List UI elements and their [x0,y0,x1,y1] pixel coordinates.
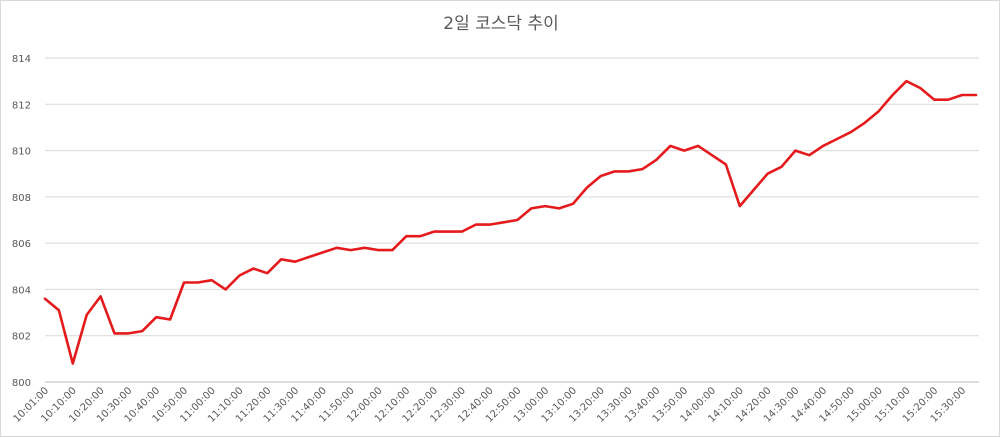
y-tick-label: 806 [12,239,31,250]
series-layer [43,79,978,365]
x-axis-ticks: 10:01:0010:10:0010:20:0010:30:0010:40:00… [12,385,969,425]
y-tick-label: 800 [12,378,31,389]
y-tick-label: 804 [12,285,31,296]
y-tick-label: 812 [12,100,31,111]
y-tick-label: 802 [12,332,31,343]
gridlines [45,57,979,337]
series-line [43,79,978,365]
chart-title: 2일 코스닥 추이 [443,14,558,34]
y-axis-ticks: 800 802 804 806 808 810 812 814 [12,54,31,389]
y-tick-label: 814 [12,54,31,65]
y-tick-label: 808 [12,193,31,204]
y-tick-label: 810 [12,147,31,158]
